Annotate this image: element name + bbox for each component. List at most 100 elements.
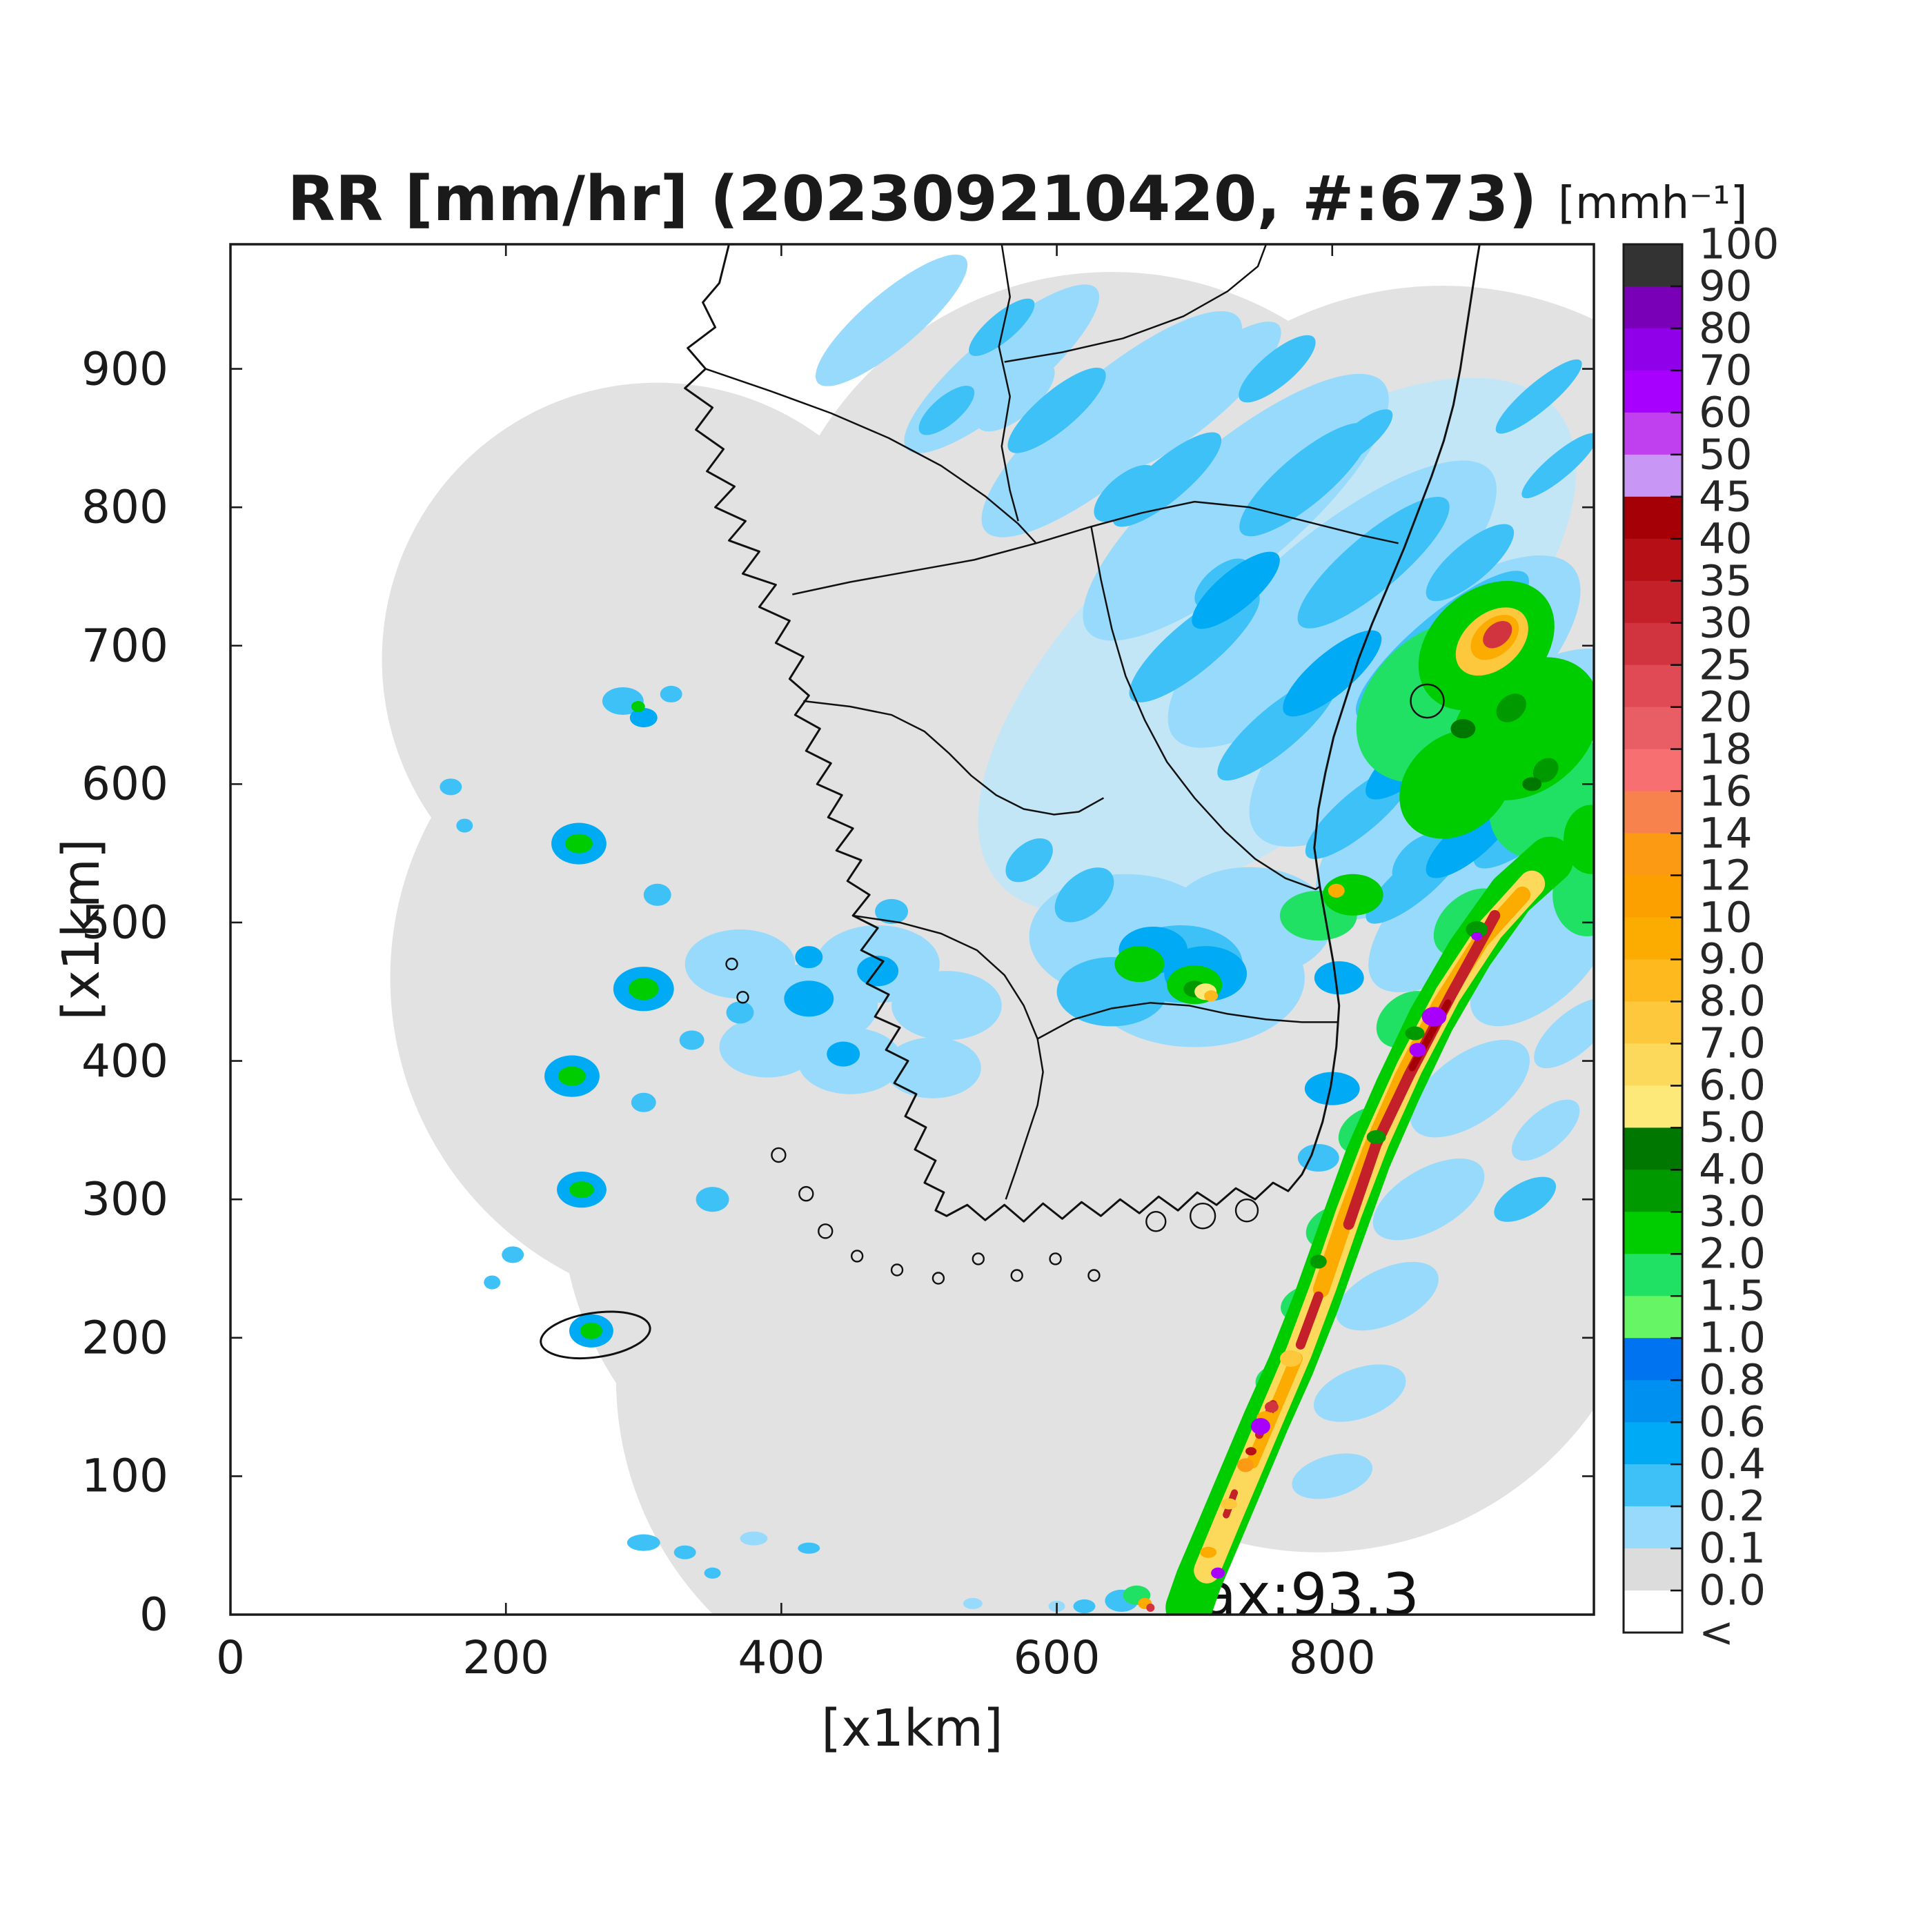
- colorbar-segment: [1624, 412, 1682, 455]
- rain-echo: [1200, 1546, 1217, 1558]
- colorbar-tick-label: 1.5: [1699, 1271, 1766, 1321]
- rain-echo: [875, 898, 909, 924]
- rain-echo: [1405, 1026, 1425, 1041]
- rain-echo: [827, 1041, 860, 1067]
- island: [1146, 1212, 1165, 1231]
- island: [1088, 1270, 1099, 1281]
- colorbar-tick-label: <: [1699, 1608, 1735, 1657]
- rain-echo: [1399, 729, 1513, 839]
- island: [1236, 1199, 1258, 1221]
- rain-echo: [679, 1030, 704, 1050]
- colorbar-tick-label: 100: [1699, 219, 1780, 269]
- rain-echo: [580, 1322, 602, 1339]
- rain-echo: [643, 883, 671, 906]
- colorbar-tick-label: 90: [1699, 262, 1753, 311]
- rain-echo: [1372, 1159, 1485, 1241]
- y-axis-tick-label: 900: [81, 342, 168, 396]
- rain-echo: [1073, 1599, 1096, 1613]
- rain-echo: [1151, 515, 1210, 569]
- rain-echo: [976, 361, 1055, 432]
- rain-echo: [885, 1037, 981, 1098]
- colorbar-tick-label: 0.4: [1699, 1439, 1766, 1489]
- rain-echo: [1237, 1458, 1254, 1472]
- rain-echo: [1146, 1603, 1155, 1612]
- rain-echo: [558, 1066, 586, 1086]
- colorbar-segment: [1624, 875, 1682, 918]
- colorbar-tick-label: 18: [1699, 724, 1753, 774]
- rain-echo: [726, 1001, 754, 1024]
- colorbar-tick-label: 10: [1699, 893, 1753, 942]
- x-axis-tick-label: 200: [462, 1631, 550, 1684]
- province-border: [1005, 244, 1266, 362]
- colorbar-segment: [1624, 664, 1682, 708]
- map-km-space: [382, 237, 1594, 1615]
- colorbar-segment: [1624, 1254, 1682, 1297]
- y-axis-tick-label: 0: [139, 1588, 168, 1642]
- island: [738, 992, 749, 1003]
- map-plot: [382, 237, 1594, 1615]
- colorbar-tick-label: 0.1: [1699, 1524, 1766, 1573]
- rain-echo: [1471, 932, 1483, 941]
- rain-echo: [628, 978, 659, 1000]
- rain-echo: [1483, 620, 1512, 649]
- colorbar-tick-label: 4.0: [1699, 1145, 1766, 1194]
- colorbar-tick-label: 2.0: [1699, 1229, 1766, 1279]
- rain-echo: [1390, 847, 1495, 943]
- rain-echo: [1466, 920, 1488, 938]
- colorbar-segment: [1624, 959, 1682, 1003]
- colorbar-segment: [1624, 1001, 1682, 1045]
- rain-echo: [1264, 1401, 1279, 1413]
- colorbar-segment: [1624, 1338, 1682, 1381]
- rain-echo: [1409, 1043, 1426, 1057]
- rain-echo: [484, 1275, 501, 1290]
- rain-echo: [1521, 433, 1594, 499]
- colorbar-tick-label: 60: [1699, 388, 1753, 437]
- colorbar-segment: [1624, 454, 1682, 497]
- colorbar-segment: [1624, 538, 1682, 582]
- colorbar-segment: [1624, 749, 1682, 792]
- x-axis-tick-label: 600: [1013, 1631, 1101, 1684]
- island: [799, 1187, 813, 1201]
- colorbar-tick-label: 25: [1699, 640, 1753, 690]
- colorbar-tick-label: 14: [1699, 809, 1753, 858]
- y-axis-tick-label: 500: [81, 896, 168, 949]
- rain-echo: [673, 1545, 696, 1559]
- colorbar-segment: [1624, 707, 1682, 750]
- colorbar-tick-label: 12: [1699, 851, 1753, 900]
- colorbar-segment: [1624, 244, 1682, 287]
- colorbar-segment: [1624, 1296, 1682, 1339]
- rain-echo: [565, 834, 593, 854]
- rain-echo: [704, 1567, 721, 1579]
- rain-echo: [891, 971, 1002, 1041]
- rain-echo: [456, 818, 473, 833]
- colorbar-tick-label: 20: [1699, 682, 1753, 732]
- island: [771, 1148, 785, 1162]
- coastline: [685, 244, 1480, 1221]
- rain-echo: [1221, 1498, 1238, 1510]
- colorbar-segment: [1624, 1380, 1682, 1423]
- colorbar-tick-label: 1.0: [1699, 1313, 1766, 1363]
- plot-spines: [229, 243, 1595, 1616]
- colorbar-segment: [1624, 370, 1682, 413]
- y-axis-tick-label: 200: [81, 1311, 168, 1365]
- colorbar-tick-label: 5.0: [1699, 1103, 1766, 1152]
- rain-echo: [1522, 777, 1542, 791]
- x-axis-tick-label: 0: [216, 1631, 245, 1684]
- province-border: [792, 502, 1398, 594]
- rain-echo: [1297, 1143, 1339, 1172]
- colorbar-tick-label: 40: [1699, 514, 1753, 564]
- province-border: [706, 369, 1036, 544]
- rain-echo: [1028, 467, 1085, 520]
- island: [1050, 1253, 1061, 1264]
- colorbar-segment: [1624, 328, 1682, 371]
- rain-echo: [660, 685, 682, 703]
- rainband: [1295, 1291, 1323, 1350]
- island: [891, 1264, 903, 1275]
- colorbar-segment: [1624, 496, 1682, 540]
- rain-echo: [1245, 1447, 1256, 1456]
- y-axis-tick-label: 800: [81, 480, 168, 534]
- jeju-island-outline: [538, 1305, 653, 1365]
- colorbar-segment: [1624, 791, 1682, 834]
- island: [1012, 1270, 1023, 1281]
